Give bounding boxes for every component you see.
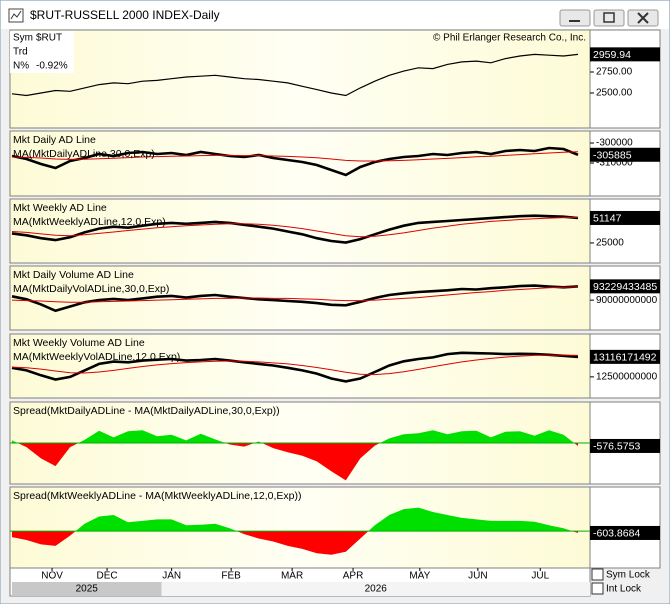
info-label: N% (13, 61, 29, 72)
last-value-label: -576.5753 (593, 441, 640, 453)
info-value: $RUT (36, 33, 62, 44)
panel-background (9, 265, 591, 331)
checkbox-box[interactable] (591, 582, 604, 595)
spread-area-positive (12, 430, 578, 443)
info-label: Trd (13, 47, 28, 58)
x-tick-label: JAN (162, 571, 181, 582)
copyright: © Phil Erlanger Research Co., Inc. (433, 33, 586, 44)
last-value-box (590, 438, 660, 453)
maximize-button[interactable] (593, 9, 625, 27)
series-label: MA(MktDailyADLine,30,0,Exp) (13, 148, 155, 160)
last-value-label: -305885 (593, 150, 632, 162)
button-glyph (603, 12, 615, 23)
info-box (10, 31, 74, 73)
checkbox-label: Sym Lock (606, 570, 651, 581)
y-tick-label: 25000 (596, 238, 624, 249)
checkbox[interactable]: Sym Lock (591, 568, 651, 581)
series-label: MA(MktWeeklyADLine,12,0,Exp) (13, 216, 166, 228)
last-value-label: 93229433485 (593, 281, 657, 293)
button-face[interactable] (559, 9, 591, 27)
button-face[interactable] (593, 9, 625, 27)
checkbox[interactable]: Int Lock (591, 582, 642, 595)
series-label: MA(MktWeeklyVolADLine,12,0,Exp) (13, 351, 180, 363)
series-line (11, 214, 579, 244)
close-button[interactable] (627, 9, 659, 27)
year-band (161, 582, 590, 596)
series-label: Mkt Daily Volume AD Line (13, 269, 134, 281)
series-line (11, 53, 579, 97)
x-tick-label: APR (343, 571, 364, 582)
series-label: Spread(MktWeeklyADLine - MA(MktWeeklyADL… (13, 490, 301, 502)
last-value-box (590, 279, 660, 294)
last-value-label: -603.8684 (593, 528, 640, 540)
button-glyph (637, 12, 649, 24)
y-tick-label: -300000 (596, 138, 633, 149)
y-tick-label: -310000 (596, 158, 633, 169)
last-value-label: 13116171492 (593, 352, 657, 364)
panel-scale-area (589, 130, 661, 197)
panel-background (9, 333, 591, 399)
x-tick-label: MAY (409, 571, 430, 582)
panel-scale-area (589, 333, 661, 399)
last-value-label: 2959.94 (593, 49, 631, 61)
x-tick-label: JUN (468, 571, 487, 582)
series-label: Mkt Weekly Volume AD Line (13, 337, 145, 349)
panel-background (9, 130, 591, 197)
last-value-box (590, 47, 660, 62)
last-value-box (590, 147, 660, 162)
series-line (11, 351, 579, 383)
series-line (11, 146, 579, 177)
panel-scale-area (589, 29, 661, 129)
series-label: Mkt Daily AD Line (13, 134, 96, 146)
spread-area-negative (12, 443, 578, 481)
info-label: Sym (13, 33, 33, 44)
checkbox-box[interactable] (591, 568, 604, 581)
spread-area-positive (75, 507, 573, 532)
y-tick-label: 2750.00 (596, 67, 633, 78)
x-tick-label: FEB (221, 571, 241, 582)
y-tick-label: 2500.00 (596, 88, 633, 99)
info-value: -0.92% (36, 61, 68, 72)
series-line (11, 216, 579, 238)
series-line (11, 284, 579, 313)
last-value-box (590, 349, 660, 364)
series-line (11, 151, 579, 162)
panel-scale-area (589, 198, 661, 264)
series-label: MA(MktDailyVolADLine,30,0,Exp) (13, 283, 169, 295)
x-tick-label: MAR (281, 571, 303, 582)
checkbox-label: Int Lock (606, 584, 642, 595)
y-tick-label: 12500000000 (596, 372, 658, 383)
series-line (11, 286, 579, 303)
last-value-label: 51147 (593, 213, 622, 225)
series-line (11, 354, 579, 376)
window-title: $RUT-RUSSELL 2000 INDEX-Daily (30, 8, 220, 22)
spread-area-negative (12, 531, 578, 555)
x-tick-label: JUL (531, 571, 549, 582)
last-value-box (590, 525, 660, 540)
title-bar (1, 1, 669, 29)
panel-background (9, 29, 591, 129)
series-label: Spread(MktDailyADLine - MA(MktDailyADLin… (13, 405, 280, 417)
x-tick-label: NOV (41, 571, 63, 582)
last-value-box (590, 210, 660, 225)
panel-scale-area (589, 265, 661, 331)
series-label: Mkt Weekly AD Line (13, 202, 107, 214)
x-tick-label: DEC (96, 571, 117, 582)
y-tick-label: 90000000000 (596, 295, 658, 306)
year-label: 2026 (365, 584, 388, 595)
year-band (12, 582, 162, 596)
minimize-button[interactable] (559, 9, 591, 27)
app-icon-glyph (10, 10, 22, 20)
year-label: 2025 (76, 584, 99, 595)
